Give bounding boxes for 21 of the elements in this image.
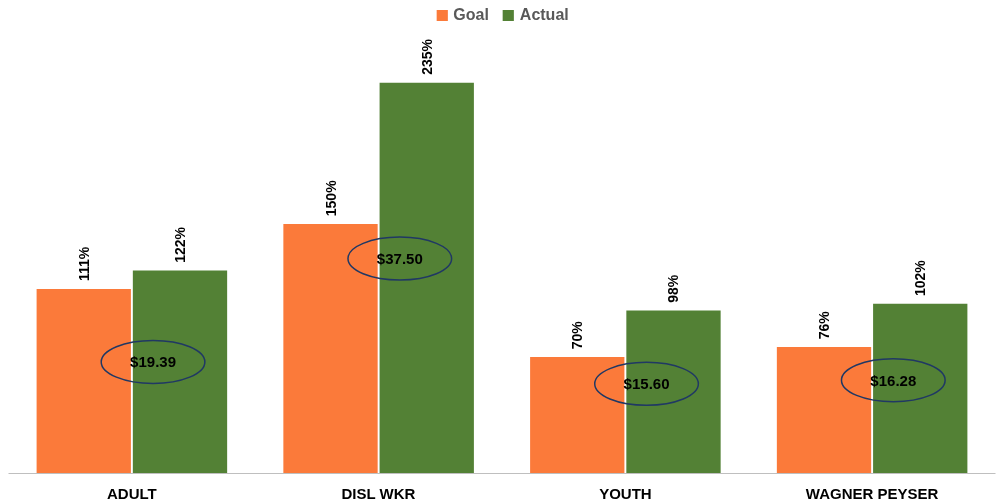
data-label: 102% (912, 259, 929, 297)
data-label: 70% (569, 320, 586, 350)
data-label: 150% (322, 179, 339, 217)
legend-label: Actual (519, 6, 569, 24)
data-label: 122% (171, 226, 188, 263)
bar (530, 357, 625, 474)
bar (36, 288, 131, 474)
x-tick-label: WAGNER PEYSER (805, 484, 939, 502)
bar (132, 270, 228, 474)
data-label: 111% (75, 246, 92, 282)
data-label: 235% (418, 38, 435, 75)
bar (379, 82, 474, 474)
data-label: 76% (816, 310, 833, 340)
bar (776, 347, 872, 474)
bar (283, 224, 378, 474)
bar (626, 310, 721, 474)
data-label: 98% (665, 274, 682, 303)
x-tick-label: YOUTH (599, 484, 652, 502)
x-tick-label: ADULT (107, 484, 157, 502)
x-tick-label: DISL WKR (341, 484, 416, 502)
legend-label: Goal (453, 6, 489, 24)
